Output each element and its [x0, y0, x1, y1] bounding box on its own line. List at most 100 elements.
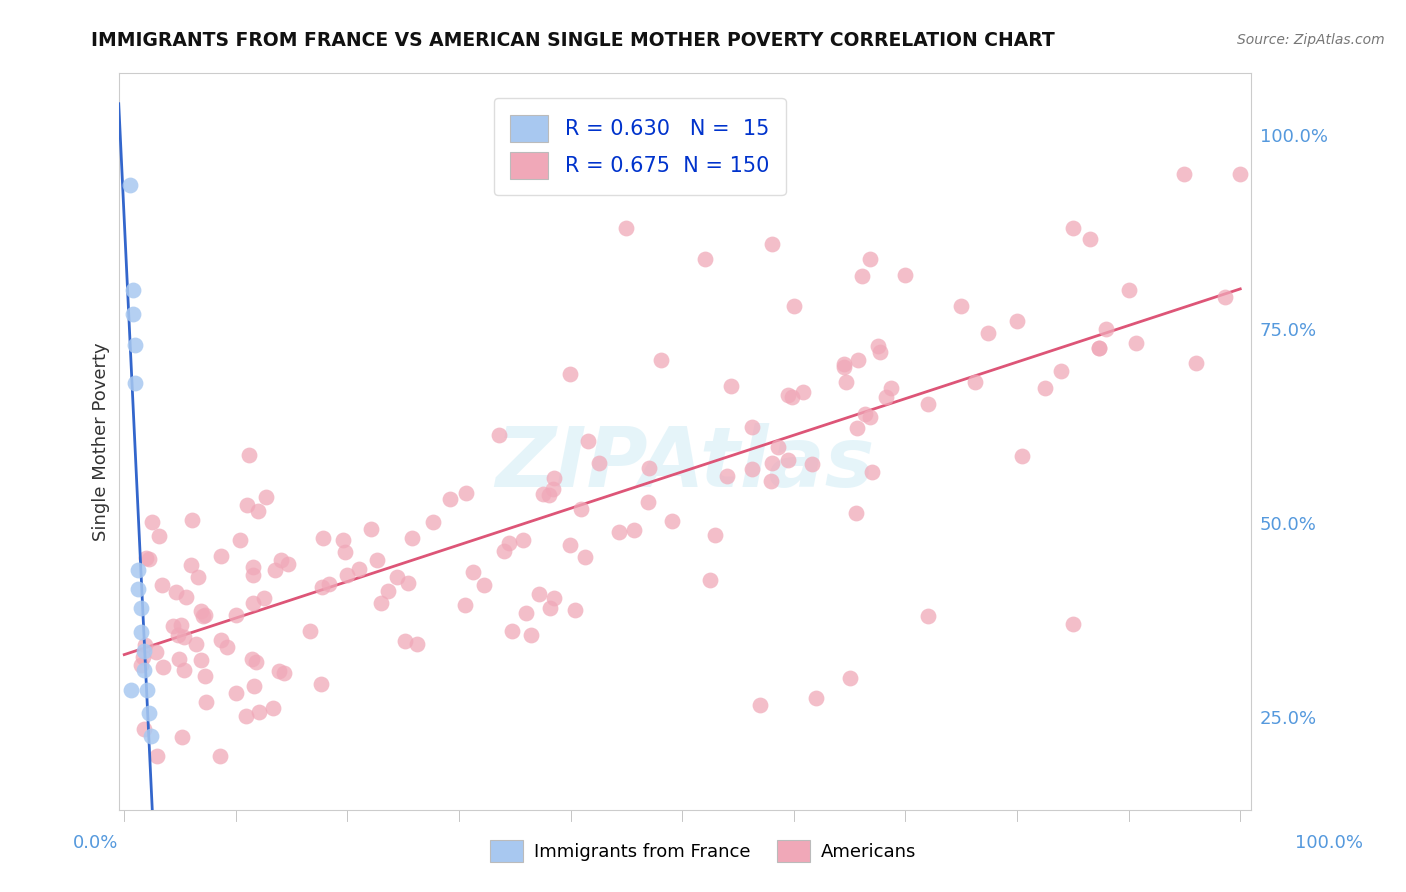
- Point: [170, 617, 193, 632]
- Point: [880, 381, 903, 395]
- Point: [298, 624, 321, 638]
- Point: [1095, 322, 1118, 336]
- Point: [792, 384, 814, 399]
- Point: [129, 624, 152, 639]
- Point: [776, 388, 799, 402]
- Point: [335, 544, 357, 558]
- Point: [129, 658, 152, 673]
- Point: [385, 570, 408, 584]
- Point: [176, 590, 198, 604]
- Point: [859, 252, 882, 266]
- Legend: Immigrants from France, Americans: Immigrants from France, Americans: [484, 833, 922, 870]
- Point: [454, 598, 477, 612]
- Point: [1049, 364, 1071, 378]
- Point: [173, 630, 195, 644]
- Point: [862, 465, 884, 479]
- Point: [538, 488, 561, 502]
- Point: [134, 638, 156, 652]
- Point: [247, 705, 270, 719]
- Point: [134, 664, 156, 678]
- Text: 100.0%: 100.0%: [1295, 834, 1362, 852]
- Point: [138, 552, 160, 566]
- Point: [838, 671, 860, 685]
- Point: [766, 440, 789, 454]
- Point: [741, 419, 763, 434]
- Point: [311, 580, 333, 594]
- Text: IMMIGRANTS FROM FRANCE VS AMERICAN SINGLE MOTHER POVERTY CORRELATION CHART: IMMIGRANTS FROM FRANCE VS AMERICAN SINGL…: [91, 30, 1055, 50]
- Point: [124, 337, 146, 351]
- Point: [699, 573, 721, 587]
- Point: [208, 748, 231, 763]
- Point: [832, 357, 855, 371]
- Point: [264, 563, 287, 577]
- Point: [519, 628, 541, 642]
- Point: [127, 582, 149, 596]
- Point: [703, 528, 725, 542]
- Text: Source: ZipAtlas.com: Source: ZipAtlas.com: [1237, 33, 1385, 47]
- Point: [1011, 449, 1033, 463]
- Point: [235, 708, 257, 723]
- Point: [875, 390, 897, 404]
- Point: [120, 682, 142, 697]
- Point: [894, 268, 917, 282]
- Point: [977, 326, 1000, 341]
- Text: 0.0%: 0.0%: [73, 834, 118, 852]
- Point: [195, 695, 218, 709]
- Point: [124, 376, 146, 391]
- Point: [242, 559, 264, 574]
- Point: [859, 410, 882, 425]
- Point: [543, 471, 565, 485]
- Point: [851, 268, 873, 283]
- Point: [543, 591, 565, 605]
- Point: [498, 536, 520, 550]
- Y-axis label: Single Mother Poverty: Single Mother Poverty: [93, 343, 110, 541]
- Point: [242, 568, 264, 582]
- Point: [515, 607, 537, 621]
- Text: ZIPAtlas: ZIPAtlas: [495, 423, 875, 504]
- Point: [501, 624, 523, 638]
- Point: [616, 221, 638, 235]
- Point: [180, 558, 202, 573]
- Point: [720, 378, 742, 392]
- Point: [963, 376, 986, 390]
- Point: [312, 531, 335, 545]
- Point: [396, 576, 419, 591]
- Point: [242, 679, 264, 693]
- Point: [370, 596, 392, 610]
- Point: [512, 533, 534, 548]
- Point: [277, 558, 299, 572]
- Point: [135, 551, 157, 566]
- Point: [1033, 381, 1056, 395]
- Point: [150, 578, 173, 592]
- Point: [138, 706, 160, 720]
- Point: [531, 486, 554, 500]
- Point: [638, 461, 661, 475]
- Point: [454, 485, 477, 500]
- Point: [240, 652, 263, 666]
- Point: [169, 652, 191, 666]
- Point: [165, 585, 187, 599]
- Point: [716, 469, 738, 483]
- Point: [783, 299, 806, 313]
- Point: [569, 502, 592, 516]
- Point: [804, 690, 827, 705]
- Point: [246, 504, 269, 518]
- Point: [623, 523, 645, 537]
- Point: [1125, 336, 1147, 351]
- Point: [127, 563, 149, 577]
- Point: [1118, 283, 1140, 297]
- Point: [267, 665, 290, 679]
- Point: [846, 353, 869, 368]
- Point: [132, 650, 155, 665]
- Point: [146, 748, 169, 763]
- Point: [558, 367, 581, 381]
- Point: [148, 529, 170, 543]
- Point: [866, 339, 889, 353]
- Point: [832, 359, 855, 374]
- Point: [917, 609, 939, 624]
- Point: [332, 533, 354, 547]
- Point: [463, 565, 485, 579]
- Point: [1229, 167, 1251, 181]
- Point: [527, 587, 550, 601]
- Point: [273, 666, 295, 681]
